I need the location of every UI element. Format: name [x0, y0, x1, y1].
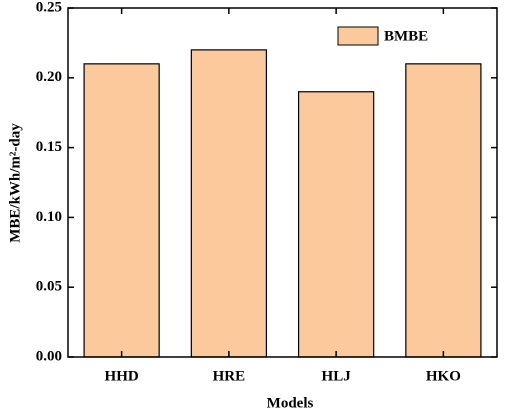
- legend-label: BMBE: [384, 28, 428, 44]
- y-tick-label: 0.25: [36, 0, 62, 15]
- x-tick-label: HHD: [105, 368, 139, 384]
- x-tick-label: HRE: [213, 368, 246, 384]
- y-tick-label: 0.05: [36, 279, 62, 295]
- legend-swatch: [337, 26, 379, 46]
- plot-frame: [67, 7, 498, 358]
- x-tick-label: HLJ: [322, 368, 352, 384]
- y-tick-label: 0.15: [36, 139, 62, 155]
- bar: [190, 49, 268, 358]
- y-tick-label: 0.20: [36, 69, 62, 85]
- bar: [405, 63, 482, 358]
- y-tick-label: 0.10: [36, 209, 62, 225]
- y-tick-label: 0.00: [36, 348, 62, 364]
- x-axis-label: Models: [267, 395, 314, 411]
- bar: [83, 63, 160, 358]
- x-tick-label: HKO: [426, 368, 461, 384]
- y-axis-label: MBE/kWh/m²-day: [7, 123, 23, 243]
- bar: [297, 91, 375, 358]
